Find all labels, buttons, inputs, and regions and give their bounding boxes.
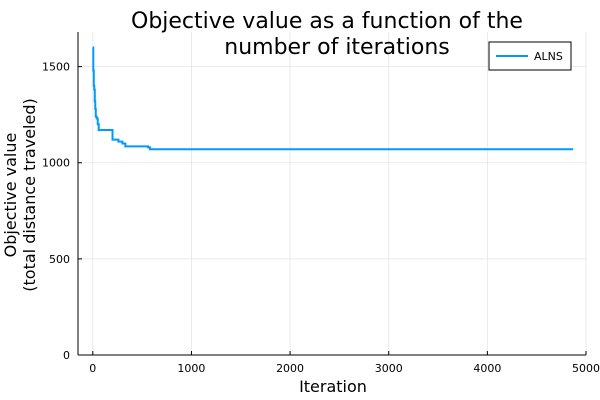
x-tick-label: 2000 [276, 362, 304, 375]
legend: ALNS [489, 42, 571, 70]
x-axis-label: Iteration [299, 377, 367, 396]
x-tick-label: 4000 [473, 362, 501, 375]
axes [78, 32, 586, 355]
y-tick-label: 1000 [42, 157, 70, 170]
y-ticks: 0 500 1000 1500 [42, 61, 82, 362]
legend-label-alns: ALNS [534, 50, 563, 63]
chart-title-line-2: number of iterations [224, 35, 449, 60]
x-tick-label: 1000 [177, 362, 205, 375]
chart-title-line-1: Objective value as a function of the [131, 9, 523, 34]
grid [78, 32, 586, 355]
y-tick-label: 500 [49, 253, 70, 266]
y-axis-label-line-2: (total distance traveled) [20, 98, 39, 291]
x-tick-label: 3000 [375, 362, 403, 375]
y-axis-label-line-1: Objective value [1, 133, 20, 258]
y-tick-label: 1500 [42, 61, 70, 74]
y-tick-label: 0 [63, 349, 70, 362]
x-tick-label: 5000 [572, 362, 600, 375]
x-tick-label: 0 [89, 362, 96, 375]
